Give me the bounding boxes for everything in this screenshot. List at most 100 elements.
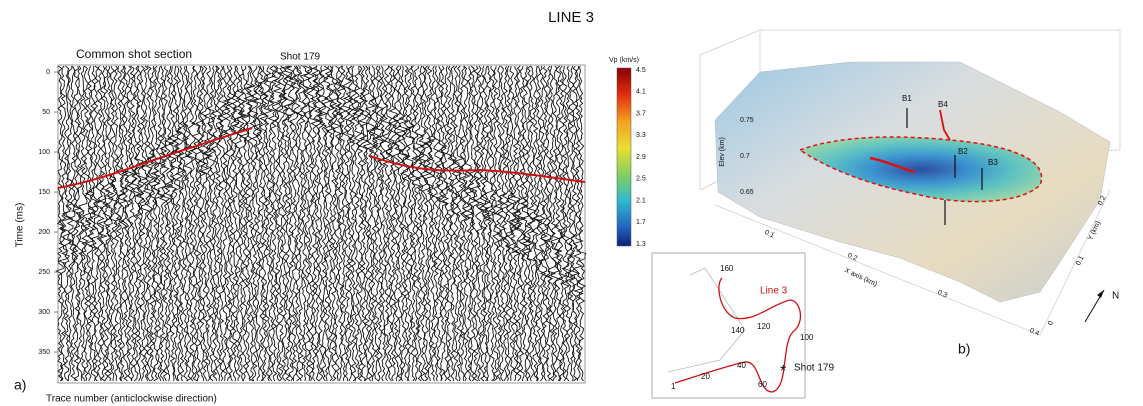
trace-wiggle	[391, 65, 402, 382]
shot-marker: v	[298, 64, 302, 71]
trace-wiggle	[559, 65, 570, 382]
y-tick-label: 250	[38, 269, 50, 276]
z-axis-label: Elev (km)	[719, 137, 726, 167]
trace-wiggle	[414, 65, 426, 382]
trace-wiggle	[137, 65, 148, 382]
y-tick-label: 350	[38, 349, 50, 356]
x-tick: 0.4	[1028, 327, 1040, 338]
trace-wiggle	[183, 65, 193, 382]
colorbar-tick: 4.5	[636, 67, 646, 74]
trace-wiggle	[288, 65, 300, 382]
z-tick: 0.75	[740, 117, 754, 124]
trace-wiggle	[440, 65, 451, 382]
trace-wiggle	[454, 65, 465, 382]
trace-wiggle	[226, 65, 237, 382]
heading-bg	[72, 45, 222, 63]
inset-frame	[651, 252, 806, 399]
trace-wiggle	[345, 65, 356, 382]
trace-wiggle	[513, 65, 524, 382]
north-label: N	[1112, 291, 1119, 302]
trace-wiggle	[312, 65, 322, 382]
trace-wiggle	[506, 65, 518, 382]
survey-line	[674, 277, 802, 393]
trace-wiggle	[483, 65, 494, 382]
borehole-label: B2	[958, 147, 968, 156]
y-tick-label: 50	[42, 109, 50, 116]
trace-wiggle	[357, 65, 370, 382]
trace-wiggle	[404, 65, 415, 382]
trace-wiggle	[338, 65, 348, 382]
trace-wiggle	[493, 65, 503, 382]
trace-wiggle	[341, 65, 353, 382]
trace-wiggle	[199, 65, 211, 382]
trace-wiggle	[450, 65, 462, 382]
line-trace	[939, 109, 951, 141]
trace-wiggle	[448, 65, 458, 382]
plot-box	[699, 29, 1121, 336]
y-tick-label: 0	[46, 69, 50, 76]
trace-wiggle	[553, 65, 564, 382]
trace-label: 40	[737, 361, 746, 370]
trace-wiggle	[401, 65, 412, 382]
trace-wiggle	[550, 65, 561, 382]
colorbar-tick: 2.5	[636, 176, 646, 183]
y-tick: 0.1	[1075, 255, 1086, 267]
trace-wiggle	[272, 65, 283, 382]
trace-wiggle	[78, 65, 88, 382]
trace-wiggle	[153, 65, 164, 382]
trace-wiggle	[487, 65, 498, 382]
colorbar-tick: 3.3	[636, 132, 646, 139]
trace-wiggle	[569, 65, 581, 382]
trace-wiggle	[435, 65, 445, 382]
trace-wiggle	[75, 65, 86, 382]
trace-wiggle	[543, 65, 554, 382]
trace-wiggle	[480, 65, 492, 382]
trace-wiggle	[328, 65, 339, 382]
trace-wiggle	[222, 65, 234, 382]
trace-wiggle	[170, 65, 181, 382]
trace-wiggle	[408, 65, 419, 382]
inset-outline	[667, 267, 746, 373]
trace-label: 140	[731, 326, 745, 335]
shot-label: Shot 179	[280, 52, 320, 63]
borehole-label: B1	[902, 94, 912, 103]
trace-wiggle	[210, 65, 221, 382]
trace-wiggle	[252, 65, 264, 382]
trace-wiggle	[380, 65, 393, 382]
trace-wiggle	[510, 65, 521, 382]
trace-label: 60	[758, 380, 767, 389]
trace-wiggle	[149, 65, 161, 382]
trace-wiggle	[490, 65, 501, 382]
trace-wiggle	[91, 65, 101, 382]
x-tick: 0.3	[936, 289, 948, 300]
colorbar-tick: 3.7	[636, 110, 646, 117]
first-break-pick	[57, 127, 253, 189]
trace-wiggle	[187, 65, 197, 382]
trace-wiggle	[523, 65, 534, 382]
trace-wiggle	[232, 65, 244, 382]
first-break-pick	[369, 155, 586, 183]
trace-wiggle	[470, 65, 482, 382]
trace-wiggle	[134, 65, 145, 382]
trace-wiggle	[57, 65, 69, 382]
trace-wiggle	[123, 65, 135, 382]
trace-wiggle	[556, 65, 568, 382]
trace-wiggle	[547, 65, 557, 382]
colorbar	[616, 67, 632, 247]
title: LINE 3	[548, 9, 594, 26]
trace-wiggle	[256, 65, 267, 382]
colorbar-tick: 1.7	[636, 219, 646, 226]
panel-label: b)	[958, 341, 970, 357]
trace-wiggle	[444, 65, 455, 382]
trace-wiggle	[467, 65, 478, 382]
trace-wiggle	[163, 65, 175, 382]
trace-wiggle	[427, 65, 438, 382]
trace-wiggle	[478, 65, 488, 382]
trace-wiggle	[65, 65, 75, 382]
trace-wiggle	[276, 65, 287, 382]
trace-wiggle	[279, 65, 290, 382]
x-axis-label: X axis (km)	[843, 267, 878, 288]
y-tick: 0	[1047, 320, 1055, 327]
line-trace	[869, 156, 916, 174]
trace-wiggle	[497, 65, 507, 382]
